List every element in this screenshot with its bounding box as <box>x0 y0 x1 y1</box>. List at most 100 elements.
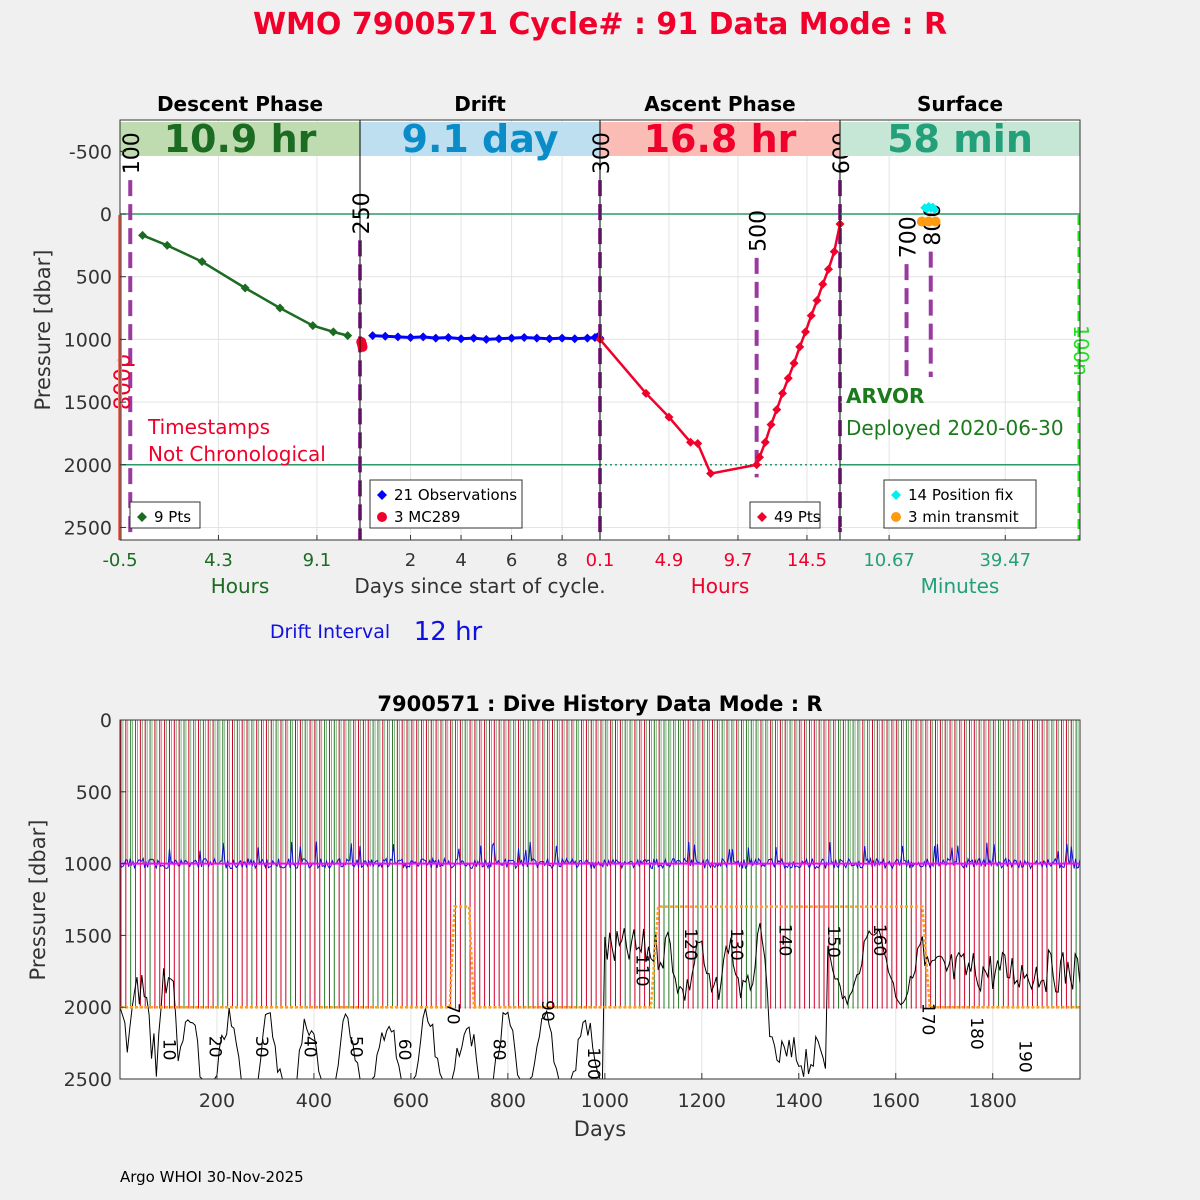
legend-marker <box>377 490 387 500</box>
duration-band <box>360 122 600 156</box>
y-axis-label: Pressure [dbar] <box>26 820 50 981</box>
x-tick-label: 2 <box>405 550 416 571</box>
data-point <box>824 264 834 274</box>
cycle-number-label: 30 <box>251 1036 271 1058</box>
legend-label: 9 Pts <box>154 508 191 526</box>
y-axis-label: Pressure [dbar] <box>31 250 55 411</box>
cycle-mark-label: 500 <box>747 210 772 252</box>
data-point <box>469 333 479 343</box>
data-point <box>752 460 762 470</box>
data-point <box>766 420 776 430</box>
plot-frame <box>119 119 1081 541</box>
duration-label: 10.9 hr <box>164 117 317 161</box>
x-tick-label: 1800 <box>969 1090 1017 1112</box>
y-tick-label: 2500 <box>64 1069 112 1091</box>
legend-marker <box>757 512 767 522</box>
duration-label: 58 min <box>887 117 1033 161</box>
figure-title: WMO 7900571 Cycle# : 91 Data Mode : R <box>253 7 947 42</box>
history-plot-area <box>120 720 1080 1079</box>
data-point <box>686 437 696 447</box>
annotation-not-chronological: Not Chronological <box>148 442 326 466</box>
cycle-number-label: 40 <box>299 1036 319 1058</box>
x-tick-label: 39.47 <box>979 550 1031 571</box>
legend-marker <box>377 512 387 522</box>
data-point <box>418 332 428 342</box>
data-point <box>783 373 793 383</box>
data-point <box>519 333 529 343</box>
x-tick-label: 8 <box>556 550 567 571</box>
data-point <box>829 247 839 257</box>
cycle-mark-label: 100 <box>120 132 145 174</box>
legend-label: 3 min transmit <box>908 508 1019 526</box>
annotation-timestamps: Timestamps <box>147 415 270 439</box>
duration-band <box>840 122 1080 156</box>
y-tick-label: 1500 <box>64 392 112 414</box>
duration-label: 9.1 day <box>402 117 559 161</box>
legend-marker <box>137 512 147 522</box>
y-tick-label: 1500 <box>64 925 112 947</box>
cycle-number-label: 50 <box>345 1036 365 1058</box>
cycle-number-label: 60 <box>394 1039 414 1061</box>
data-point <box>806 311 816 321</box>
phase-title: Descent Phase <box>157 92 323 116</box>
history-frame <box>119 719 1081 1080</box>
legend: 14 Position fix 3 min transmit <box>883 479 1037 529</box>
cycle-number-label: 130 <box>726 928 746 960</box>
x-tick-label: 1000 <box>581 1090 629 1112</box>
annotation-float-type: ARVOR <box>846 384 924 408</box>
cycle-number-label: 140 <box>774 924 794 956</box>
dive-history-chart: 10 20 30 40 50 60 70 80 90 100 110 120 130 140 150 160 1… <box>26 692 1081 1141</box>
drift-pressure-trace <box>119 841 1081 870</box>
data-point <box>557 333 567 343</box>
data-point <box>930 205 940 215</box>
data-point <box>801 327 811 337</box>
annotation-100n: 100n <box>1069 325 1093 376</box>
data-point <box>240 283 250 293</box>
drift-interval-value: 12 hr <box>414 617 483 647</box>
data-point <box>507 333 517 343</box>
data-point <box>916 216 927 227</box>
cycle-number-label: 80 <box>488 1039 508 1061</box>
data-point <box>641 388 651 398</box>
data-point <box>923 203 933 213</box>
y-tick-label: 0 <box>100 710 112 732</box>
cycle-number-label: 10 <box>159 1039 179 1061</box>
y-tick-label: 500 <box>76 782 112 804</box>
data-point <box>406 333 416 343</box>
series-transmit <box>916 216 941 227</box>
cycle-number-label: 150 <box>823 925 843 957</box>
data-point <box>357 341 368 352</box>
x-unit-label: Hours <box>211 574 270 598</box>
data-point <box>812 296 822 306</box>
y-tick-label: 500 <box>76 267 112 289</box>
profile-depth-steps <box>120 905 1080 1009</box>
legend-label: 3 MC289 <box>394 508 460 526</box>
x-tick-label: 4.3 <box>204 550 233 571</box>
legend-box <box>369 479 523 529</box>
x-tick-label: 4.9 <box>655 550 684 571</box>
x-tick-label: 0.1 <box>586 550 615 571</box>
x-tick-label: 10.67 <box>863 550 915 571</box>
data-point <box>308 321 318 331</box>
cycle-number-label: 100 <box>583 1047 603 1079</box>
series-ascent-profile <box>595 219 845 479</box>
duration-label: 16.8 hr <box>644 117 797 161</box>
legend-marker <box>891 490 901 500</box>
legend: 49 Pts <box>749 501 821 529</box>
y-tick-label: 2000 <box>64 997 112 1019</box>
legend: 9 Pts <box>129 501 201 529</box>
x-tick-label: 400 <box>296 1090 332 1112</box>
cycle-number-label: 90 <box>537 1000 557 1022</box>
y-tick-label: 1000 <box>64 329 112 351</box>
x-tick-label: 6 <box>506 550 517 571</box>
phase-title: Surface <box>917 92 1003 116</box>
x-tick-label: 600 <box>393 1090 429 1112</box>
data-point <box>494 334 504 344</box>
data-point <box>755 452 765 462</box>
phase-title: Ascent Phase <box>644 92 795 116</box>
x-tick-label: 4 <box>455 550 466 571</box>
x-tick-label: 14.5 <box>787 550 827 571</box>
data-point <box>693 438 703 448</box>
data-point <box>368 331 378 341</box>
